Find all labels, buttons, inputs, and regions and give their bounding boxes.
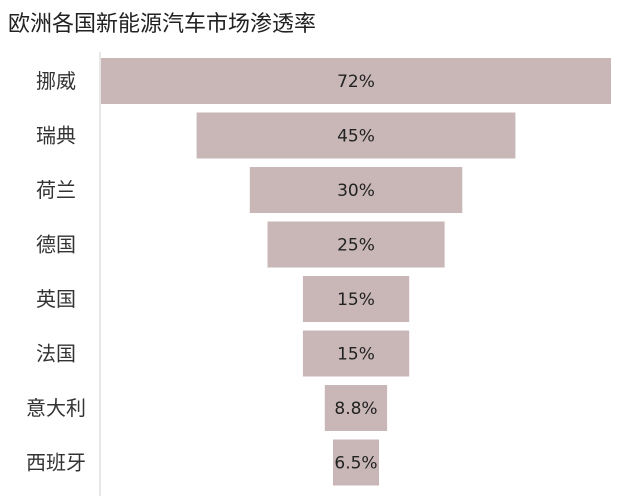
category-label: 挪威 [36, 69, 76, 93]
data-label: 30% [337, 181, 375, 201]
data-label: 15% [337, 290, 375, 310]
category-label: 瑞典 [36, 124, 76, 148]
funnel-bar [324, 385, 388, 431]
chart-title: 欧洲各国新能源汽车市场渗透率 [8, 12, 317, 37]
category-label: 德国 [36, 233, 76, 257]
funnel-bar [267, 221, 445, 268]
funnel-bar [249, 167, 463, 213]
data-label: 8.8% [334, 399, 377, 419]
category-label: 英国 [36, 287, 76, 311]
funnel-bar [302, 330, 410, 377]
category-label: 意大利 [26, 396, 86, 420]
data-labels: 72% 45% 30% 25% 15% 15% 8.8% 6.5% [334, 72, 377, 474]
bars-layer [101, 58, 611, 486]
funnel-bar [302, 276, 410, 322]
data-label: 6.5% [334, 454, 377, 474]
funnel-bar [333, 439, 379, 486]
funnel-bar [101, 58, 611, 104]
data-label: 15% [337, 345, 375, 365]
category-label: 西班牙 [26, 451, 86, 475]
category-label: 荷兰 [36, 178, 76, 202]
data-label: 72% [337, 72, 375, 92]
funnel-bar [196, 112, 516, 159]
data-label: 25% [337, 236, 375, 256]
data-label: 45% [337, 127, 375, 147]
category-label: 法国 [36, 342, 76, 366]
